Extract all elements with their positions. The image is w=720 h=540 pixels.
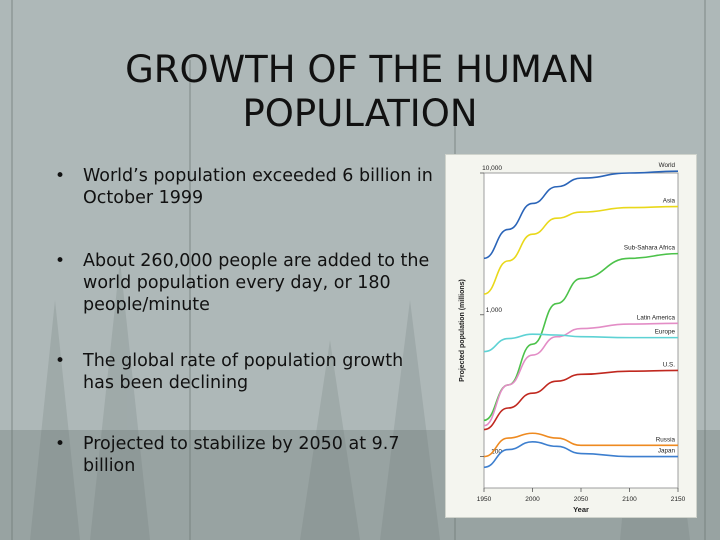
series-label: U.S. xyxy=(663,361,675,368)
bullet-text: About 260,000 people are added to the wo… xyxy=(83,251,430,315)
bullet-dot-icon: • xyxy=(55,251,66,271)
bullet-text: World’s population exceeded 6 billion in… xyxy=(83,166,433,208)
series-label: Japan xyxy=(658,448,676,455)
population-chart-svg: 1950 2000 2050 2100 2150 100 1,000 10,000 Year Pr… xyxy=(459,162,686,514)
series-label: World xyxy=(659,162,676,169)
series-line xyxy=(483,322,679,427)
y-tick-label: 10,000 xyxy=(482,165,502,172)
x-tick-label: 1950 xyxy=(477,496,492,503)
series-label: Russia xyxy=(656,436,676,443)
series-label: Europe xyxy=(655,329,676,336)
series-line xyxy=(483,205,679,295)
bullet-dot-icon: • xyxy=(55,351,66,371)
x-tick-label: 2050 xyxy=(574,496,589,503)
y-axis-label: Projected population (millions) xyxy=(459,279,466,382)
population-chart: 1950 2000 2050 2100 2150 100 1,000 10,000 Year Pr… xyxy=(446,155,696,517)
series-label: Sub-Sahara Africa xyxy=(624,245,676,252)
x-tick-label: 2100 xyxy=(622,496,637,503)
series-line xyxy=(483,432,678,458)
x-tick-label: 2000 xyxy=(525,496,540,503)
series-line xyxy=(483,170,679,260)
bullet-text: The global rate of population growth has… xyxy=(83,351,404,393)
bullet-text: Projected to stabilize by 2050 at 9.7 bi… xyxy=(83,434,400,476)
series-line xyxy=(483,333,678,353)
y-tick-label: 1,000 xyxy=(486,307,503,314)
series-label: Latin America xyxy=(637,314,676,321)
y-tick-label: 100 xyxy=(491,449,502,456)
plot-area xyxy=(483,172,679,489)
x-tick-label: 2150 xyxy=(671,496,686,503)
title-line-1: GROWTH OF THE HUMAN xyxy=(125,48,595,91)
bullet-dot-icon: • xyxy=(55,434,66,454)
bullet-dot-icon: • xyxy=(55,166,66,186)
x-axis-label: Year xyxy=(573,505,589,514)
series-line xyxy=(483,441,678,469)
title-line-2: POPULATION xyxy=(242,92,478,135)
series-label: Asia xyxy=(663,198,676,205)
slide-title: GROWTH OF THE HUMAN POPULATION xyxy=(0,48,720,136)
series-line xyxy=(483,369,679,431)
